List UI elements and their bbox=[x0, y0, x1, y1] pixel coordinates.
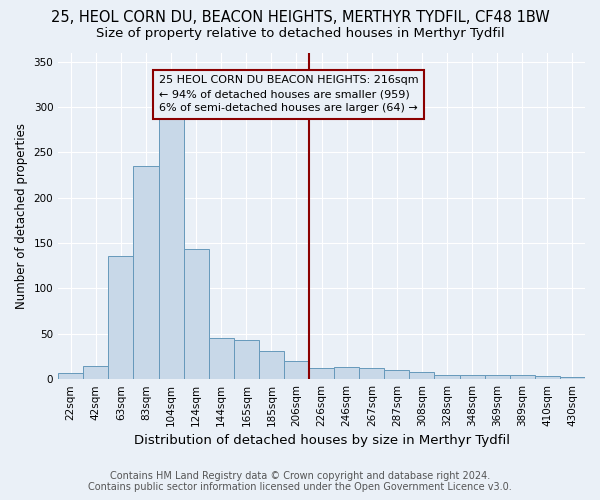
Bar bbox=[510, 374, 535, 379]
Bar bbox=[460, 374, 485, 379]
Bar bbox=[560, 378, 585, 379]
Bar bbox=[133, 166, 158, 379]
Bar bbox=[234, 340, 259, 379]
Bar bbox=[284, 361, 309, 379]
Bar bbox=[385, 370, 409, 379]
Text: Size of property relative to detached houses in Merthyr Tydfil: Size of property relative to detached ho… bbox=[95, 28, 505, 40]
Bar bbox=[535, 376, 560, 379]
Bar bbox=[109, 256, 133, 379]
Y-axis label: Number of detached properties: Number of detached properties bbox=[15, 123, 28, 309]
Text: 25 HEOL CORN DU BEACON HEIGHTS: 216sqm
← 94% of detached houses are smaller (959: 25 HEOL CORN DU BEACON HEIGHTS: 216sqm ←… bbox=[158, 75, 418, 113]
Bar bbox=[359, 368, 385, 379]
Bar bbox=[409, 372, 434, 379]
Bar bbox=[259, 351, 284, 379]
Text: 25, HEOL CORN DU, BEACON HEIGHTS, MERTHYR TYDFIL, CF48 1BW: 25, HEOL CORN DU, BEACON HEIGHTS, MERTHY… bbox=[50, 10, 550, 25]
Bar bbox=[334, 368, 359, 379]
Bar bbox=[309, 368, 334, 379]
Bar bbox=[158, 116, 184, 379]
Bar bbox=[209, 338, 234, 379]
Bar bbox=[184, 250, 209, 379]
X-axis label: Distribution of detached houses by size in Merthyr Tydfil: Distribution of detached houses by size … bbox=[134, 434, 509, 448]
Bar bbox=[83, 366, 109, 379]
Bar bbox=[434, 374, 460, 379]
Bar bbox=[485, 374, 510, 379]
Text: Contains HM Land Registry data © Crown copyright and database right 2024.
Contai: Contains HM Land Registry data © Crown c… bbox=[88, 471, 512, 492]
Bar bbox=[58, 373, 83, 379]
